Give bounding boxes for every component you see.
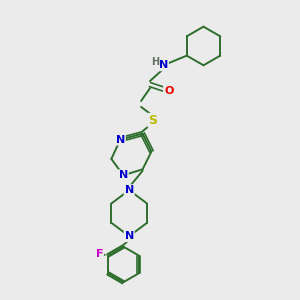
- Text: N: N: [124, 231, 134, 241]
- Text: S: S: [148, 114, 158, 127]
- Text: N: N: [118, 170, 128, 180]
- Text: N: N: [116, 135, 125, 145]
- Text: N: N: [124, 185, 134, 195]
- Text: H: H: [151, 57, 159, 67]
- Text: N: N: [159, 60, 168, 70]
- Text: F: F: [96, 249, 103, 259]
- Text: O: O: [164, 85, 173, 96]
